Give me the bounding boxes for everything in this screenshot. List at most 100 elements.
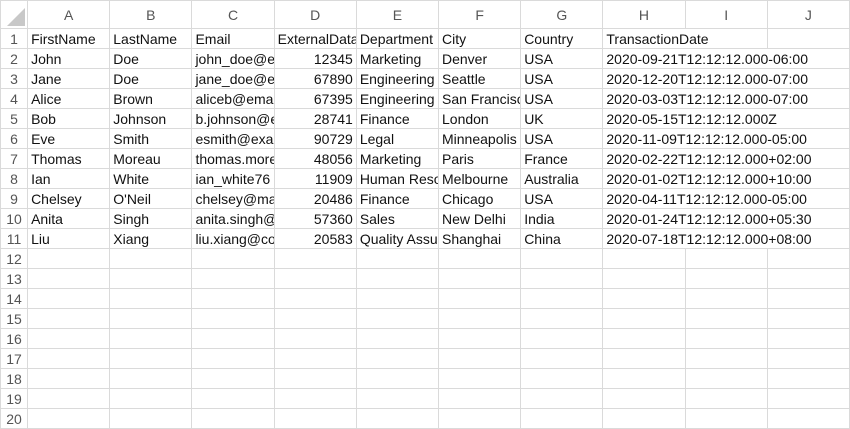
cell-G18[interactable] xyxy=(520,368,604,389)
column-header-D[interactable]: D xyxy=(273,0,357,29)
cell-H4[interactable]: 2020-03-03T12:12:12.000-07:00 xyxy=(602,88,808,109)
cell-C17[interactable] xyxy=(191,348,275,369)
cell-H8[interactable]: 2020-01-02T12:12:12.000+10:00 xyxy=(602,168,812,189)
cell-E17[interactable] xyxy=(355,348,440,369)
cell-D16[interactable] xyxy=(273,328,357,349)
cell-G10[interactable]: India xyxy=(520,208,604,229)
cell-F14[interactable] xyxy=(437,288,522,309)
cell-A13[interactable] xyxy=(27,268,111,289)
cell-D18[interactable] xyxy=(273,368,357,389)
column-header-E[interactable]: E xyxy=(355,0,440,29)
cell-F15[interactable] xyxy=(437,308,522,329)
cell-B16[interactable] xyxy=(109,328,193,349)
cell-I15[interactable] xyxy=(684,308,768,329)
column-header-I[interactable]: I xyxy=(684,0,768,29)
cell-J5[interactable] xyxy=(766,108,850,129)
cell-J15[interactable] xyxy=(766,308,850,329)
cell-E19[interactable] xyxy=(355,388,440,409)
cell-E16[interactable] xyxy=(355,328,440,349)
row-header[interactable]: 20 xyxy=(0,408,29,429)
row-header[interactable]: 4 xyxy=(0,88,29,109)
cell-F13[interactable] xyxy=(437,268,522,289)
cell-J14[interactable] xyxy=(766,288,850,309)
cell-A18[interactable] xyxy=(27,368,111,389)
cell-I16[interactable] xyxy=(684,328,768,349)
cell-B6[interactable]: Smith xyxy=(109,128,193,149)
cell-D2[interactable]: 12345 xyxy=(273,48,357,69)
cell-B17[interactable] xyxy=(109,348,193,369)
cell-G20[interactable] xyxy=(520,408,604,429)
cell-E18[interactable] xyxy=(355,368,440,389)
row-header[interactable]: 19 xyxy=(0,388,29,409)
column-header-A[interactable]: A xyxy=(27,0,111,29)
cell-B9[interactable]: O'Neil xyxy=(109,188,193,209)
cell-A14[interactable] xyxy=(27,288,111,309)
cell-A7[interactable]: Thomas xyxy=(27,148,111,169)
cell-A10[interactable]: Anita xyxy=(27,208,111,229)
cell-F19[interactable] xyxy=(437,388,522,409)
cell-J13[interactable] xyxy=(766,268,850,289)
cell-E13[interactable] xyxy=(355,268,440,289)
row-header[interactable]: 7 xyxy=(0,148,29,169)
cell-G3[interactable]: USA xyxy=(520,68,604,89)
cell-G16[interactable] xyxy=(520,328,604,349)
cell-D17[interactable] xyxy=(273,348,357,369)
cell-G12[interactable] xyxy=(520,248,604,269)
cell-D8[interactable]: 11909 xyxy=(273,168,357,189)
cell-D4[interactable]: 67395 xyxy=(273,88,357,109)
cell-J16[interactable] xyxy=(766,328,850,349)
cell-F6[interactable]: Minneapolis xyxy=(437,128,522,149)
cell-D5[interactable]: 28741 xyxy=(273,108,357,129)
cell-B10[interactable]: Singh xyxy=(109,208,193,229)
cell-F4[interactable]: San Francisco xyxy=(437,88,522,109)
cell-A17[interactable] xyxy=(27,348,111,369)
row-header[interactable]: 6 xyxy=(0,128,29,149)
cell-C10[interactable]: anita.singh@ xyxy=(191,208,275,229)
cell-F11[interactable]: Shanghai xyxy=(437,228,522,249)
cell-F20[interactable] xyxy=(437,408,522,429)
column-header-F[interactable]: F xyxy=(437,0,522,29)
cell-C2[interactable]: john_doe@e xyxy=(191,48,275,69)
row-header[interactable]: 13 xyxy=(0,268,29,289)
cell-C6[interactable]: esmith@exa xyxy=(191,128,275,149)
row-header[interactable]: 8 xyxy=(0,168,29,189)
row-header[interactable]: 1 xyxy=(0,28,29,49)
cell-A3[interactable]: Jane xyxy=(27,68,111,89)
cell-J1[interactable] xyxy=(766,28,850,49)
cell-C13[interactable] xyxy=(191,268,275,289)
cell-B18[interactable] xyxy=(109,368,193,389)
cell-F8[interactable]: Melbourne xyxy=(437,168,522,189)
cell-H12[interactable] xyxy=(602,248,686,269)
cell-G15[interactable] xyxy=(520,308,604,329)
cell-E15[interactable] xyxy=(355,308,440,329)
cell-E1[interactable]: Department xyxy=(355,28,440,49)
cell-H6[interactable]: 2020-11-09T12:12:12.000-05:00 xyxy=(602,128,807,149)
row-header[interactable]: 14 xyxy=(0,288,29,309)
cell-B12[interactable] xyxy=(109,248,193,269)
cell-A4[interactable]: Alice xyxy=(27,88,111,109)
cell-G14[interactable] xyxy=(520,288,604,309)
row-header[interactable]: 12 xyxy=(0,248,29,269)
cell-B2[interactable]: Doe xyxy=(109,48,193,69)
cell-A6[interactable]: Eve xyxy=(27,128,111,149)
cell-B4[interactable]: Brown xyxy=(109,88,193,109)
cell-H3[interactable]: 2020-12-20T12:12:12.000-07:00 xyxy=(602,68,808,89)
cell-I14[interactable] xyxy=(684,288,768,309)
select-all-corner[interactable] xyxy=(0,0,29,29)
cell-G4[interactable]: USA xyxy=(520,88,604,109)
cell-E10[interactable]: Sales xyxy=(355,208,440,229)
row-header[interactable]: 16 xyxy=(0,328,29,349)
cell-E4[interactable]: Engineering xyxy=(355,88,440,109)
row-header[interactable]: 3 xyxy=(0,68,29,89)
cell-D9[interactable]: 20486 xyxy=(273,188,357,209)
cell-G13[interactable] xyxy=(520,268,604,289)
cell-B19[interactable] xyxy=(109,388,193,409)
cell-F9[interactable]: Chicago xyxy=(437,188,522,209)
cell-H2[interactable]: 2020-09-21T12:12:12.000-06:00 xyxy=(602,48,808,69)
cell-F1[interactable]: City xyxy=(437,28,522,49)
cell-B20[interactable] xyxy=(109,408,193,429)
row-header[interactable]: 10 xyxy=(0,208,29,229)
cell-I19[interactable] xyxy=(684,388,768,409)
cell-A20[interactable] xyxy=(27,408,111,429)
cell-E20[interactable] xyxy=(355,408,440,429)
